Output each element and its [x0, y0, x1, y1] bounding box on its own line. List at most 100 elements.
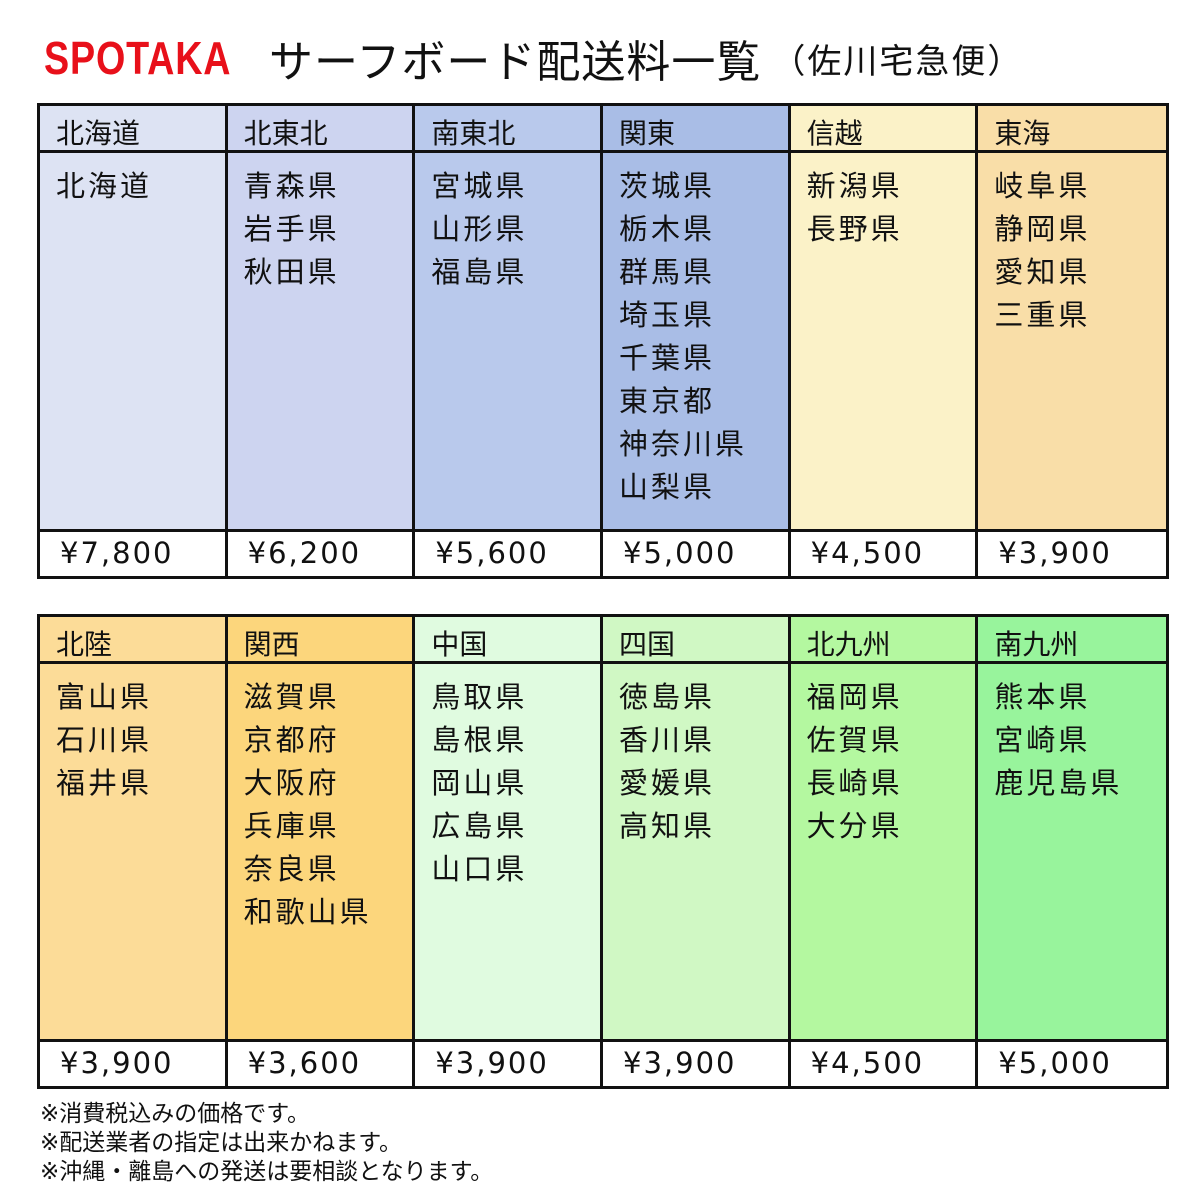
shipping-price: ¥3,900	[415, 1039, 600, 1086]
prefecture: 高知県	[619, 809, 716, 843]
region-name: 関西	[227, 617, 413, 664]
region-name: 四国	[603, 617, 788, 664]
prefecture-list: 岐阜県静岡県愛知県三重県	[978, 153, 1166, 529]
region-column: 南九州 熊本県 宮崎県 鹿児島県 ¥5,000	[978, 617, 1166, 1086]
prefecture: 広島県	[431, 809, 528, 843]
region-column: 関西 滋賀県 京都府 大阪府 兵庫県 奈良県 和歌山県 ¥3,600	[227, 617, 416, 1086]
prefecture-list: 鳥取県島根県岡山県広島県山口県	[415, 664, 600, 1039]
prefecture: 長野県	[806, 212, 903, 246]
prefecture: 神奈川県	[619, 427, 748, 461]
region-name: 関東	[603, 106, 788, 153]
region-name: 南九州	[978, 617, 1166, 664]
shipping-price: ¥3,900	[978, 529, 1166, 576]
region-name: 南東北	[415, 106, 600, 153]
prefecture: 鳥取県	[431, 680, 528, 714]
page-title: サーフボード配送料一覧	[269, 37, 762, 88]
prefecture: 福島県	[431, 255, 528, 289]
region-name: 中国	[415, 617, 600, 664]
prefecture: 茨城県	[619, 169, 716, 203]
prefecture: 香川県	[619, 723, 716, 757]
prefecture: 三重県	[994, 298, 1091, 332]
shipping-price: ¥5,000	[603, 529, 788, 576]
note: ※配送業者の指定は出来かねます。	[40, 1130, 402, 1156]
prefecture: 京都府	[243, 723, 340, 757]
prefecture-list: 福岡県佐賀県長崎県大分県	[791, 664, 976, 1039]
region-column: 四国 徳島県 香川県 愛媛県 高知県 ¥3,900	[603, 617, 791, 1086]
prefecture: 愛知県	[994, 255, 1091, 289]
prefecture: 栃木県	[619, 212, 716, 246]
shipping-price: ¥3,600	[227, 1039, 413, 1086]
prefecture: 青森県	[243, 169, 340, 203]
prefecture: 静岡県	[994, 212, 1091, 246]
shipping-price: ¥6,200	[227, 529, 413, 576]
prefecture: 滋賀県	[243, 680, 340, 714]
region-name: 東海	[978, 106, 1166, 153]
prefecture: 千葉県	[619, 341, 716, 375]
prefecture: 兵庫県	[243, 809, 340, 843]
region-column: 南東北 宮城県 山形県 福島県 ¥5,600	[415, 106, 603, 576]
prefecture-list: 宮城県 山形県 福島県	[415, 153, 600, 529]
region-column: 関東 茨城県 栃木県 群馬県 埼玉県 千葉県 東京都 神奈川県 山梨県 ¥5,000	[603, 106, 791, 576]
region-name: 北九州	[790, 617, 976, 664]
prefecture: 山形県	[431, 212, 528, 246]
prefecture: 新潟県	[806, 169, 903, 203]
region-column: 中国 鳥取県 島根県 岡山県 広島県 山口県 ¥3,900	[415, 617, 603, 1086]
page-header: SPOTAKA サーフボード配送料一覧 （佐川宅急便）	[44, 28, 1023, 88]
prefecture: 大分県	[806, 809, 903, 843]
prefecture: 福井県	[56, 766, 153, 800]
prefecture: 熊本県	[994, 680, 1091, 714]
prefecture: 和歌山県	[243, 895, 372, 929]
prefecture-list: 茨城県栃木県群馬県埼玉県千葉県東京都神奈川県山梨県	[603, 153, 788, 529]
shipping-table-east: 北海道 北海道 ¥7,800 北東北 青森県 岩手県 秋田県 ¥6,200 南東北 宮城県 山形県福…	[37, 103, 1169, 579]
prefecture: 石川県	[56, 723, 153, 757]
prefecture: 東京都	[619, 384, 716, 418]
prefecture: 鹿児島県	[994, 766, 1123, 800]
region-column: 北海道 北海道 ¥7,800	[40, 106, 228, 576]
shipping-price: ¥7,800	[40, 529, 225, 576]
prefecture: 徳島県	[619, 680, 716, 714]
shipping-price: ¥5,600	[415, 529, 600, 576]
region-name: 北陸	[40, 617, 225, 664]
shipping-price: ¥3,900	[40, 1039, 225, 1086]
prefecture: 長崎県	[806, 766, 903, 800]
spotaka-logo: SPOTAKA	[44, 32, 232, 84]
shipping-table-west: 北陸 富山県 石川県 福井県 ¥3,900 関西 滋賀県 京都府 大阪府 兵庫県 奈良県 和歌山県 ¥3…	[37, 614, 1169, 1089]
prefecture-list: 富山県 石川県 福井県	[40, 664, 225, 1039]
prefecture: 群馬県	[619, 255, 716, 289]
region-name: 信越	[790, 106, 976, 153]
prefecture: 北海道	[56, 169, 153, 203]
prefecture: 佐賀県	[806, 723, 903, 757]
prefecture-list: 徳島県 香川県 愛媛県 高知県	[603, 664, 788, 1039]
shipping-price: ¥5,000	[978, 1039, 1166, 1086]
prefecture: 岡山県	[431, 766, 528, 800]
region-name: 北東北	[227, 106, 413, 153]
shipping-price: ¥3,900	[603, 1039, 788, 1086]
region-column: 信越 新潟県 長野県 ¥4,500	[790, 106, 979, 576]
prefecture: 岩手県	[243, 212, 340, 246]
prefecture-list: 滋賀県京都府大阪府兵庫県奈良県和歌山県	[228, 664, 413, 1039]
prefecture: 岐阜県	[994, 169, 1091, 203]
prefecture: 山梨県	[619, 470, 716, 504]
prefecture: 福岡県	[806, 680, 903, 714]
prefecture-list: 青森県 岩手県 秋田県	[228, 153, 413, 529]
prefecture: 山口県	[431, 852, 528, 886]
region-column: 北九州 福岡県 佐賀県 長崎県 大分県 ¥4,500	[790, 617, 979, 1086]
prefecture: 大阪府	[243, 766, 340, 800]
prefecture-list: 北海道	[40, 153, 225, 529]
prefecture: 奈良県	[243, 852, 340, 886]
page-subtitle: （佐川宅急便）	[771, 41, 1024, 82]
prefecture: 宮崎県	[994, 723, 1091, 757]
prefecture: 富山県	[56, 680, 153, 714]
note: ※沖縄・離島への発送は要相談となります。	[40, 1159, 494, 1185]
prefecture: 秋田県	[243, 255, 340, 289]
note: ※消費税込みの価格です。	[40, 1101, 310, 1127]
region-column: 北東北 青森県 岩手県 秋田県 ¥6,200	[227, 106, 416, 576]
region-name: 北海道	[40, 106, 225, 153]
prefecture: 島根県	[431, 723, 528, 757]
shipping-price: ¥4,500	[790, 529, 976, 576]
shipping-price: ¥4,500	[790, 1039, 976, 1086]
prefecture-list: 熊本県宮崎県鹿児島県	[978, 664, 1166, 1039]
prefecture: 埼玉県	[619, 298, 716, 332]
prefecture: 宮城県	[431, 169, 528, 203]
prefecture-list: 新潟県 長野県	[791, 153, 976, 529]
